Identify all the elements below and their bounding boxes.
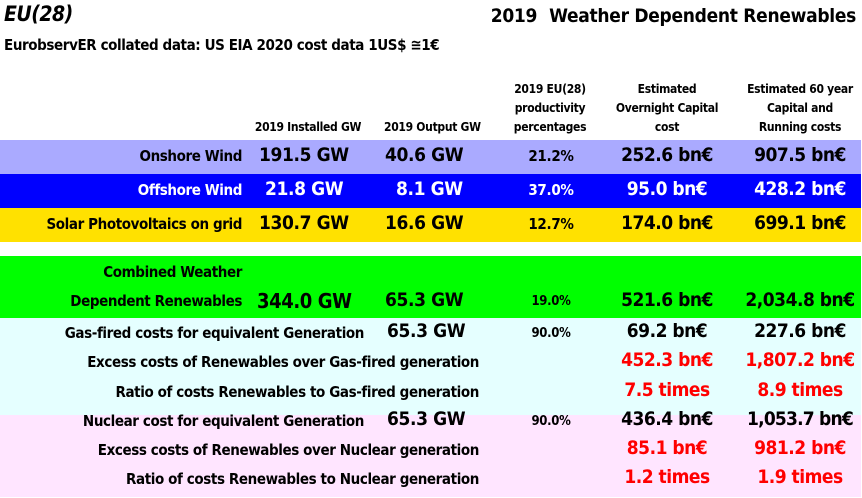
subtitle: EurobservER collated data: US EIA 2020 c… [4, 36, 440, 54]
overnight-ratio: 7.5 times [624, 379, 710, 401]
output-value: 40.6 GW [385, 144, 464, 166]
sixty-year-cost: 699.1 bn€ [754, 212, 846, 234]
overnight-cost: 95.0 bn€ [626, 178, 708, 200]
row-label: Onshore Wind [139, 147, 243, 165]
row-label: Ratio of costs Renewables to Nuclear gen… [126, 470, 479, 488]
col-header-productivity-line2: productivity [514, 101, 586, 115]
title-year: 2019 [490, 5, 538, 27]
output-value: 16.6 GW [385, 212, 464, 234]
band-combined [0, 256, 861, 318]
productivity-value: 37.0% [528, 181, 574, 199]
installed-value: 21.8 GW [265, 178, 344, 200]
productivity-value: 12.7% [528, 215, 574, 233]
page-title: 2019 Weather Dependent Renewables [490, 5, 857, 27]
col-header-sixty-year-line2: Capital and [767, 101, 833, 115]
sixty-year-cost: 1,053.7 bn€ [747, 408, 854, 430]
row-label: Excess costs of Renewables over Gas-fire… [87, 353, 479, 371]
installed-value: 191.5 GW [259, 144, 349, 166]
title-text: Weather Dependent Renewables [549, 5, 856, 27]
overnight-cost: 436.4 bn€ [621, 408, 713, 430]
col-header-sixty-year: Estimated 60 year Capital and Running co… [738, 80, 862, 137]
band-solar [0, 208, 861, 242]
overnight-excess: 85.1 bn€ [626, 437, 708, 459]
sixty-year-excess: 1,807.2 bn€ [745, 349, 855, 371]
row-label-line2: Dependent Renewables [70, 292, 242, 310]
overnight-cost: 521.6 bn€ [621, 289, 713, 311]
col-header-productivity-line1: 2019 EU(28) [514, 82, 586, 96]
col-header-overnight-line2: Overnight Capital [615, 101, 719, 115]
row-label: Solar Photovoltaics on grid [46, 215, 242, 233]
productivity-value: 90.0% [531, 326, 571, 341]
sixty-year-ratio: 1.9 times [757, 466, 843, 488]
output-value: 8.1 GW [396, 178, 463, 200]
band-onshore [0, 140, 861, 174]
col-header-overnight-line3: cost [654, 120, 680, 134]
col-header-output: 2019 Output GW [384, 120, 481, 134]
overnight-ratio: 1.2 times [624, 466, 710, 488]
band-nuclear [0, 415, 861, 497]
sixty-year-cost: 907.5 bn€ [754, 144, 846, 166]
output-value: 65.3 GW [387, 408, 466, 430]
col-header-sixty-year-line1: Estimated 60 year [747, 82, 853, 96]
sixty-year-excess: 981.2 bn€ [754, 437, 846, 459]
output-value: 65.3 GW [385, 289, 464, 311]
output-value: 65.3 GW [387, 320, 466, 342]
sixty-year-cost: 227.6 bn€ [754, 320, 846, 342]
overnight-excess: 452.3 bn€ [621, 349, 713, 371]
col-header-productivity-line3: percentages [513, 120, 587, 134]
sixty-year-cost: 2,034.8 bn€ [745, 289, 855, 311]
col-header-sixty-year-line3: Running costs [758, 120, 842, 134]
row-label: Nuclear cost for equivalent Generation [82, 412, 364, 430]
row-label: Ratio of costs Renewables to Gas-fired g… [115, 383, 479, 401]
row-label: Offshore Wind [137, 181, 243, 199]
band-gas [0, 318, 861, 415]
col-header-installed: 2019 Installed GW [254, 120, 362, 134]
installed-value: 344.0 GW [257, 289, 352, 313]
col-header-overnight: Estimated Overnight Capital cost [604, 80, 730, 137]
productivity-value: 90.0% [531, 414, 571, 429]
productivity-value: 19.0% [531, 294, 571, 309]
sixty-year-ratio: 8.9 times [757, 379, 843, 401]
sixty-year-cost: 428.2 bn€ [754, 178, 846, 200]
row-label-line1: Combined Weather [103, 263, 242, 281]
installed-value: 130.7 GW [259, 212, 349, 234]
col-header-overnight-line1: Estimated [637, 82, 697, 96]
row-label: Gas-fired costs for equivalent Generatio… [64, 324, 365, 342]
overnight-cost: 69.2 bn€ [626, 320, 708, 342]
col-header-productivity: 2019 EU(28) productivity percentages [500, 80, 600, 137]
overnight-cost: 252.6 bn€ [621, 144, 713, 166]
overnight-cost: 174.0 bn€ [621, 212, 713, 234]
productivity-value: 21.2% [528, 147, 574, 165]
region-title: EU(28) [4, 2, 73, 26]
row-label: Excess costs of Renewables over Nuclear … [97, 441, 480, 459]
band-offshore [0, 174, 861, 208]
